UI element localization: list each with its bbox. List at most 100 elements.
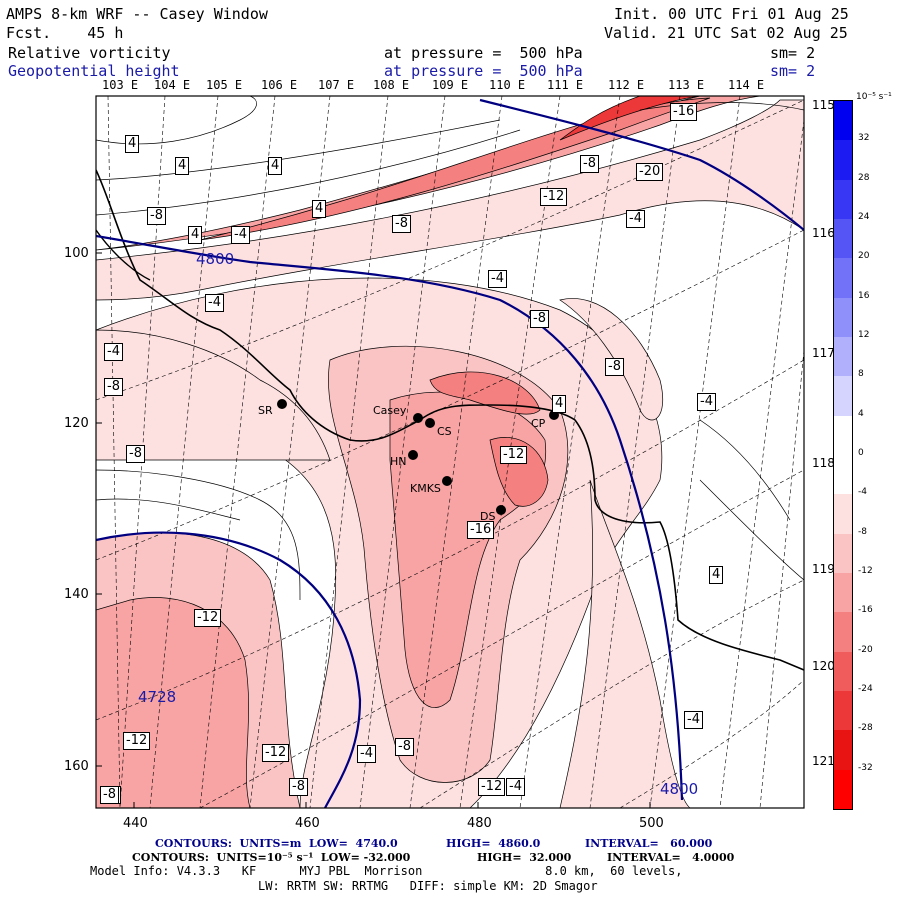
vorticity-contour-label: -20 [636, 163, 664, 181]
vorticity-contour-label: 4 [552, 395, 567, 413]
colorbar-segment [834, 651, 852, 691]
colorbar-tick-label: -20 [858, 644, 873, 655]
colorbar-segment [834, 455, 852, 495]
vorticity-contour-label: -4 [684, 711, 703, 729]
vorticity-contour-label: -8 [530, 310, 549, 328]
vorticity-contour-label: -4 [205, 294, 224, 312]
vorticity-contour-label: 4 [312, 200, 327, 218]
station-label: CS [437, 425, 452, 438]
valid-time: Valid. 21 UTC Sat 02 Aug 25 [604, 24, 848, 42]
vorticity-contour-label: -12 [194, 609, 222, 627]
footer-height-high: HIGH= 4860.0 [446, 837, 541, 850]
plot-frame [95, 95, 805, 809]
field2-name: Geopotential height [8, 62, 180, 80]
station-label: Casey [373, 404, 407, 417]
lon-label: 114 E [728, 78, 765, 92]
vorticity-contour-label: -16 [670, 103, 698, 121]
field1-level: at pressure = 500 hPa [384, 44, 583, 62]
vorticity-contour-label: -8 [126, 445, 145, 463]
colorbar-segment [834, 297, 852, 337]
y-tick-label: 100 [64, 246, 89, 261]
colorbar-segment [834, 415, 852, 455]
vorticity-contour-label: -8 [395, 738, 414, 756]
colorbar-segment [834, 533, 852, 573]
colorbar-tick-label: 28 [858, 172, 870, 183]
field2-level: at pressure = 500 hPa [384, 62, 583, 80]
lon-label: 108 E [373, 78, 410, 92]
lon-label: 112 E [608, 78, 645, 92]
colorbar-segment [834, 573, 852, 613]
footer-vort-contours: CONTOURS: UNITS=10⁻⁵ s⁻¹ LOW= -32.000 [132, 851, 411, 864]
figure-title: AMPS 8-km WRF -- Casey Window [6, 5, 268, 23]
colorbar-tick-label: 32 [858, 133, 870, 144]
vorticity-contour-label: -8 [147, 207, 166, 225]
height-label: 4800 [196, 250, 234, 268]
vorticity-contour-label: 4 [175, 157, 190, 175]
vorticity-contour-label: -4 [488, 270, 507, 288]
y-tick-label: 140 [64, 587, 89, 602]
colorbar-segment [834, 179, 852, 219]
footer-height-contours: CONTOURS: UNITS=m LOW= 4740.0 [155, 837, 398, 850]
lon-label: 109 E [432, 78, 469, 92]
vorticity-contour-label: 4 [268, 157, 283, 175]
axis-ticks [96, 252, 651, 808]
station-markers [277, 399, 559, 515]
colorbar-segment [834, 101, 852, 141]
vorticity-contour-label: -8 [580, 155, 599, 173]
field1-name: Relative vorticity [8, 44, 171, 62]
x-tick-label: 460 [295, 816, 320, 831]
vorticity-contour-label: -4 [104, 343, 123, 361]
vorticity-contour-label: -8 [605, 358, 624, 376]
vorticity-contour-label: -8 [104, 378, 123, 396]
colorbar-tick-label: 24 [858, 212, 870, 222]
height-label: 4728 [138, 688, 176, 706]
lon-label: 113 E [668, 78, 705, 92]
colorbar-tick-label: 20 [858, 251, 870, 262]
colorbar-tick-label: -16 [858, 605, 873, 616]
colorbar-segment [834, 219, 852, 259]
footer-vort-interval: INTERVAL= 4.0000 [607, 851, 735, 864]
lon-label: 107 E [318, 78, 355, 92]
footer-physics-info: LW: RRTM SW: RRTMG DIFF: simple KM: 2D S… [258, 879, 598, 893]
field2-smoothing: sm= 2 [770, 62, 816, 80]
footer-vort-high: HIGH= 32.000 [477, 851, 572, 864]
colorbar-tick-label: -12 [858, 566, 873, 576]
vorticity-contour-label: -4 [697, 393, 716, 411]
vorticity-contour-label: -8 [289, 778, 308, 796]
field1-smoothing: sm= 2 [770, 44, 816, 62]
footer-height-interval: INTERVAL= 60.000 [585, 837, 713, 850]
vorticity-contour-label: -4 [357, 745, 376, 763]
colorbar-tick-label: 12 [858, 330, 870, 340]
colorbar-segment [834, 691, 852, 731]
lon-label: 105 E [206, 78, 243, 92]
vorticity-contour-label: -12 [478, 778, 506, 796]
colorbar-tick-label: 4 [858, 408, 864, 419]
colorbar-segment [834, 612, 852, 652]
colorbar-segment [834, 258, 852, 298]
vorticity-contour-label: -12 [540, 188, 568, 206]
vorticity-contour-label: -16 [467, 521, 495, 539]
station-label: CP [531, 417, 546, 430]
colorbar-tick-label: -4 [858, 487, 867, 498]
colorbar-tick-label: -8 [858, 526, 867, 537]
vorticity-contour-label: -12 [262, 744, 290, 762]
x-tick-label: 500 [639, 816, 664, 831]
colorbar-tick-label: -32 [858, 762, 873, 773]
colorbar-segment [834, 337, 852, 377]
colorbar-segment [834, 140, 852, 180]
lon-label: 104 E [154, 78, 191, 92]
vorticity-contour-label: -4 [626, 210, 645, 228]
vorticity-contour-label: -12 [500, 446, 528, 464]
colorbar [833, 100, 853, 810]
station-label: HN [390, 455, 407, 468]
station-label: KMKS [410, 482, 441, 495]
station-label: SR [258, 404, 273, 417]
vorticity-contour-label: -4 [231, 226, 250, 244]
forecast-hour: Fcst. 45 h [6, 24, 124, 42]
height-label: 4800 [660, 780, 698, 798]
init-time: Init. 00 UTC Fri 01 Aug 25 [614, 5, 849, 23]
vorticity-contour-label: 4 [709, 566, 724, 584]
height-contours [96, 98, 804, 808]
vorticity-contour-label: -8 [392, 215, 411, 233]
